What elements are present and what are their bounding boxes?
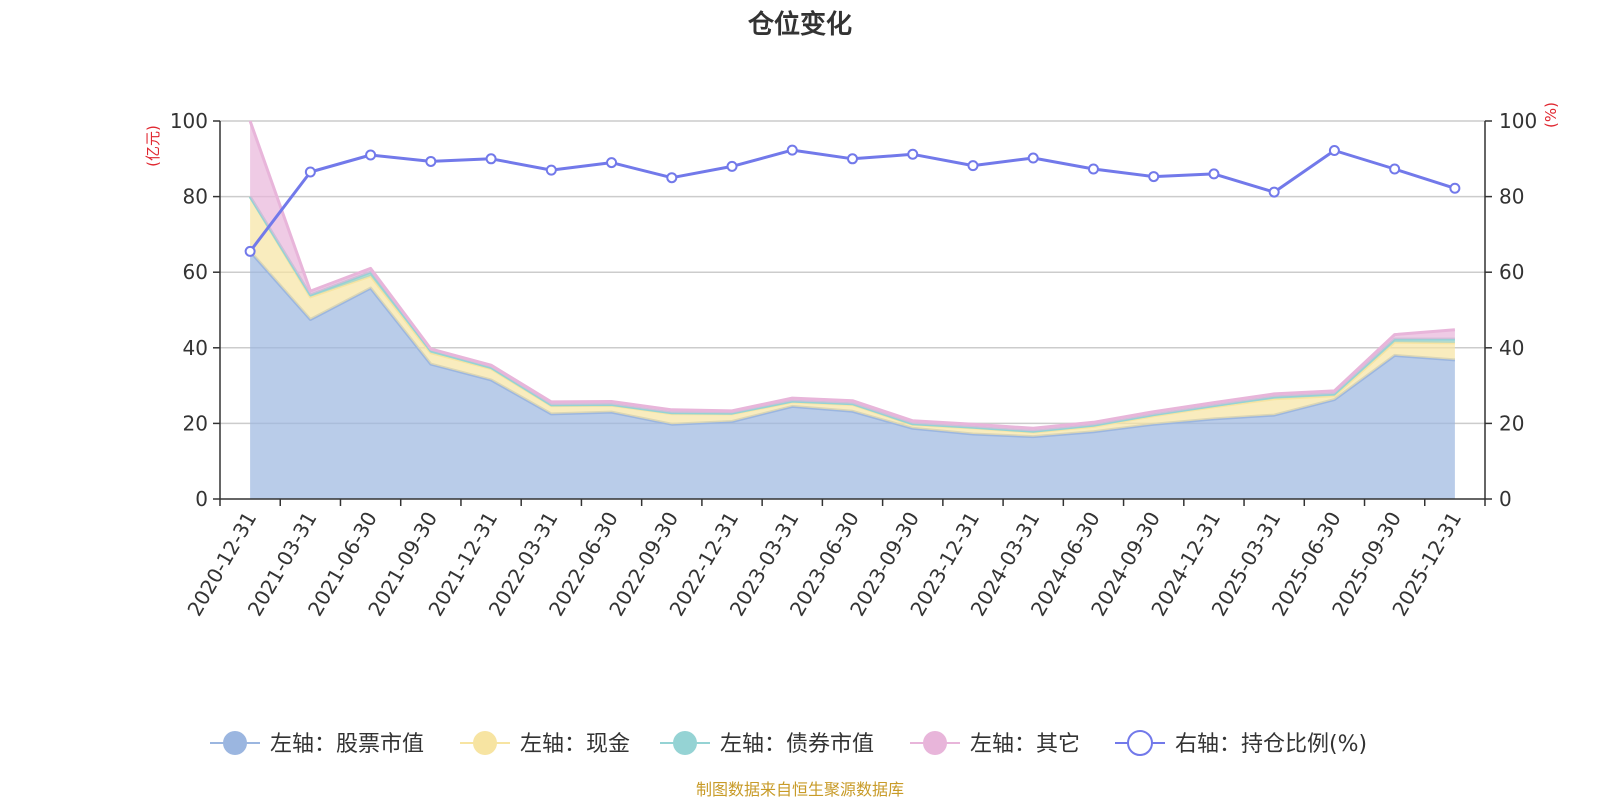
holding-ratio-point [1268,186,1280,198]
legend-item-other[interactable]: 左轴：其它 [910,731,1080,757]
legend-label: 左轴：股票市值 [270,732,424,757]
holding-ratio-point [1208,168,1220,180]
holding-ratio-point [1087,163,1099,175]
chart-title: 仓位变化 [747,9,852,40]
holding-ratio-point [786,144,798,156]
holding-ratio-point [907,148,919,160]
holding-ratio-point [1449,182,1461,194]
right-axis-tick-label: 60 [1499,260,1524,284]
left-axis-tick-label: 100 [170,109,208,133]
legend-filled-circle-icon [473,731,497,755]
legend-label: 左轴：现金 [520,732,630,757]
legend-hollow-circle-icon [1127,730,1153,756]
left-axis-tick-label: 0 [195,487,208,511]
holding-ratio-point [244,245,256,257]
left-axis-unit: (亿元) [144,125,162,167]
holding-ratio-point [666,172,678,184]
left-axis-tick-label: 60 [183,260,208,284]
holding-ratio-point [847,153,858,165]
legend-label: 左轴：债券市值 [720,732,874,757]
holding-ratio-point [304,166,316,178]
legend-item-holding-ratio[interactable]: 右轴：持仓比例(%) [1115,730,1367,757]
holding-ratio-point [545,164,557,176]
right-axis-tick-label: 40 [1499,336,1524,360]
legend-item-bond-value[interactable]: 左轴：债券市值 [660,731,874,757]
legend-label: 左轴：其它 [970,732,1080,757]
area-series-group [248,120,1456,499]
holding-ratio-point [1389,163,1401,175]
left-axis-tick-label: 40 [183,336,208,360]
x-axis-labels: 2020-12-312021-03-312021-06-302021-09-30… [182,507,1466,620]
legend-filled-circle-icon [223,731,247,755]
holding-ratio-point [726,160,738,172]
right-axis-tick-label: 100 [1499,109,1537,133]
holding-ratio-point [485,153,497,165]
holding-ratio-point [1027,152,1039,164]
area-stock-value [250,251,1455,499]
right-axis-tick-label: 80 [1499,185,1524,209]
right-axis-tick-label: 0 [1499,487,1512,511]
holding-ratio-point [425,155,437,167]
legend-filled-circle-icon [673,731,697,755]
holding-ratio-point [1148,171,1160,183]
right-axis-unit: (%) [1542,102,1560,128]
legend[interactable]: 左轴：股票市值 左轴：现金 左轴：债券市值 左轴：其它 右轴：持仓比例(%) [210,730,1367,757]
left-axis-tick-label: 20 [183,411,208,435]
ratio-line-group [244,144,1461,257]
legend-item-stock-value[interactable]: 左轴：股票市值 [210,731,424,757]
legend-label: 右轴：持仓比例(%) [1175,732,1367,757]
line-other [248,120,1456,430]
holding-ratio-point [967,160,979,172]
left-axis-tick-label: 80 [183,185,208,209]
holding-ratio-point [365,149,377,161]
axes-group: 0 20 40 60 80 100 0 20 40 60 80 100 [170,109,1537,511]
legend-filled-circle-icon [923,731,947,755]
source-note: 制图数据来自恒生聚源数据库 [696,780,904,799]
holding-ratio-point [606,157,618,169]
right-axis-tick-label: 20 [1499,411,1524,435]
legend-item-cash[interactable]: 左轴：现金 [460,731,630,757]
holding-ratio-point [1328,144,1340,156]
